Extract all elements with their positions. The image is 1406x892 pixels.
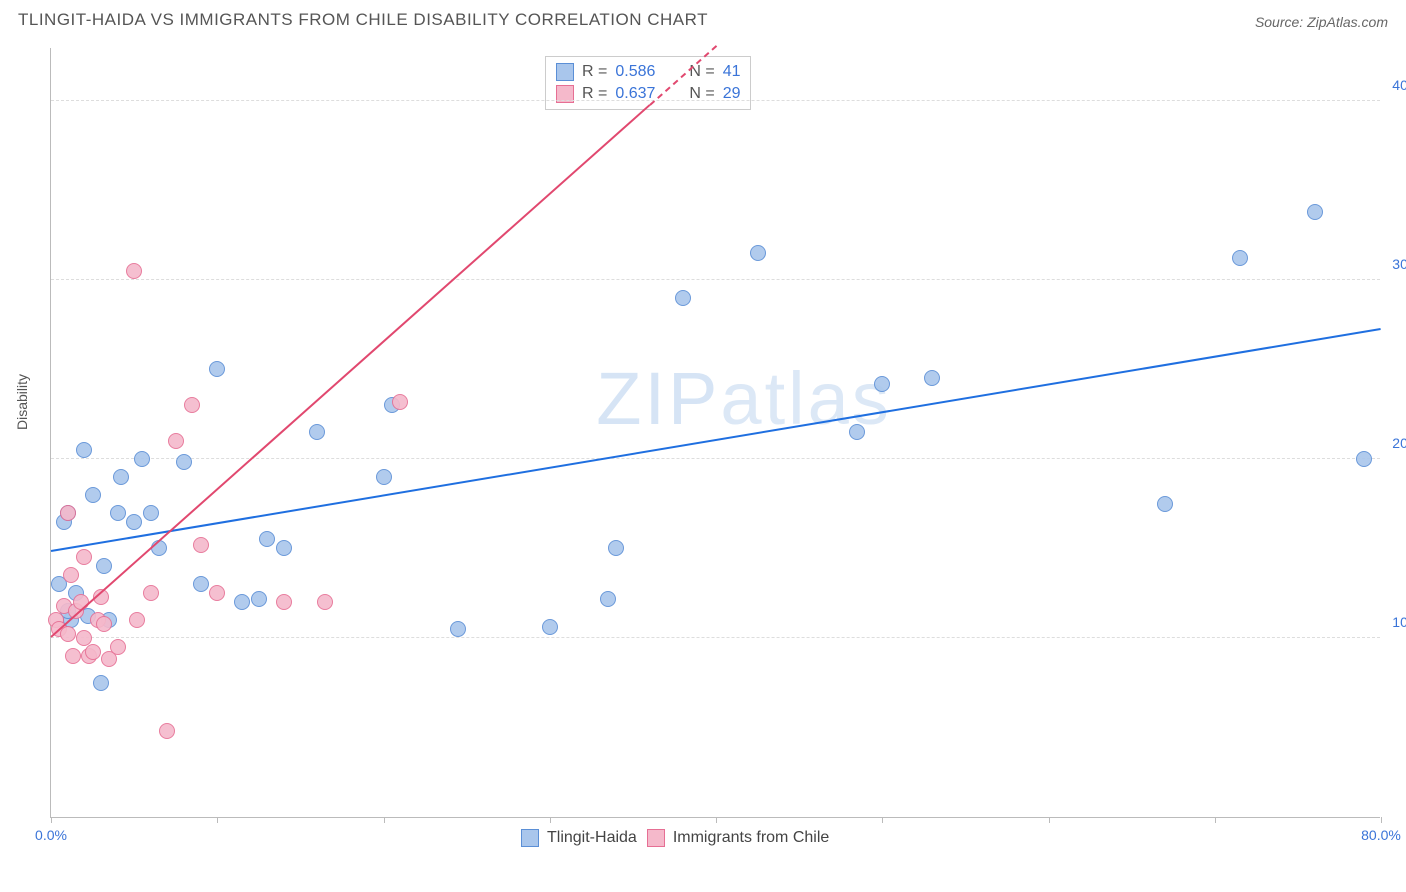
data-point <box>60 626 76 642</box>
legend-label: Tlingit-Haida <box>547 829 637 847</box>
legend-item: Immigrants from Chile <box>647 829 829 847</box>
data-point <box>675 290 691 306</box>
series-legend: Tlingit-Haida Immigrants from Chile <box>521 829 829 847</box>
data-point <box>113 469 129 485</box>
gridline <box>51 100 1380 101</box>
n-value: 41 <box>723 63 741 81</box>
data-point <box>276 594 292 610</box>
data-point <box>542 619 558 635</box>
data-point <box>63 567 79 583</box>
data-point <box>193 576 209 592</box>
data-point <box>450 621 466 637</box>
trend-line <box>50 104 650 637</box>
data-point <box>184 397 200 413</box>
data-point <box>129 612 145 628</box>
data-point <box>1356 451 1372 467</box>
x-tick <box>384 817 385 823</box>
correlation-stats-box: R =0.586N =41R =0.637N =29 <box>545 56 751 110</box>
x-tick <box>1215 817 1216 823</box>
data-point <box>209 361 225 377</box>
legend-swatch-icon <box>556 63 574 81</box>
data-point <box>110 505 126 521</box>
data-point <box>193 537 209 553</box>
data-point <box>259 531 275 547</box>
x-tick <box>51 817 52 823</box>
scatter-plot-area: ZIPatlas R =0.586N =41R =0.637N =29 Tlin… <box>50 48 1380 818</box>
y-tick-label: 20.0% <box>1384 435 1406 451</box>
data-point <box>93 675 109 691</box>
data-point <box>750 245 766 261</box>
data-point <box>392 394 408 410</box>
data-point <box>85 644 101 660</box>
gridline <box>51 279 1380 280</box>
source-attribution: Source: ZipAtlas.com <box>1255 14 1388 30</box>
y-tick-label: 30.0% <box>1384 256 1406 272</box>
gridline <box>51 637 1380 638</box>
data-point <box>126 263 142 279</box>
data-point <box>309 424 325 440</box>
stats-row: R =0.586N =41 <box>556 61 740 83</box>
data-point <box>168 433 184 449</box>
data-point <box>209 585 225 601</box>
x-tick <box>217 817 218 823</box>
data-point <box>60 505 76 521</box>
data-point <box>96 616 112 632</box>
y-axis-label: Disability <box>14 374 30 430</box>
x-tick <box>550 817 551 823</box>
data-point <box>85 487 101 503</box>
data-point <box>1307 204 1323 220</box>
data-point <box>600 591 616 607</box>
data-point <box>110 639 126 655</box>
data-point <box>126 514 142 530</box>
legend-item: Tlingit-Haida <box>521 829 637 847</box>
data-point <box>317 594 333 610</box>
x-tick <box>882 817 883 823</box>
data-point <box>96 558 112 574</box>
data-point <box>251 591 267 607</box>
data-point <box>143 505 159 521</box>
data-point <box>608 540 624 556</box>
data-point <box>234 594 250 610</box>
x-tick <box>1049 817 1050 823</box>
data-point <box>874 376 890 392</box>
chart-title: TLINGIT-HAIDA VS IMMIGRANTS FROM CHILE D… <box>18 10 708 30</box>
data-point <box>1157 496 1173 512</box>
data-point <box>924 370 940 386</box>
data-point <box>1232 250 1248 266</box>
legend-swatch-icon <box>521 829 539 847</box>
y-tick-label: 40.0% <box>1384 77 1406 93</box>
x-tick-label: 80.0% <box>1361 827 1401 843</box>
data-point <box>134 451 150 467</box>
data-point <box>849 424 865 440</box>
legend-swatch-icon <box>647 829 665 847</box>
data-point <box>376 469 392 485</box>
x-tick-label: 0.0% <box>35 827 67 843</box>
x-tick <box>716 817 717 823</box>
stats-row: R =0.637N =29 <box>556 83 740 105</box>
trend-line <box>51 328 1381 552</box>
data-point <box>143 585 159 601</box>
data-point <box>76 549 92 565</box>
data-point <box>159 723 175 739</box>
data-point <box>76 442 92 458</box>
data-point <box>65 648 81 664</box>
r-value: 0.586 <box>615 63 669 81</box>
y-tick-label: 10.0% <box>1384 614 1406 630</box>
data-point <box>276 540 292 556</box>
x-tick <box>1381 817 1382 823</box>
watermark: ZIPatlas <box>596 356 891 441</box>
legend-label: Immigrants from Chile <box>673 829 829 847</box>
data-point <box>176 454 192 470</box>
r-label: R = <box>582 63 607 81</box>
